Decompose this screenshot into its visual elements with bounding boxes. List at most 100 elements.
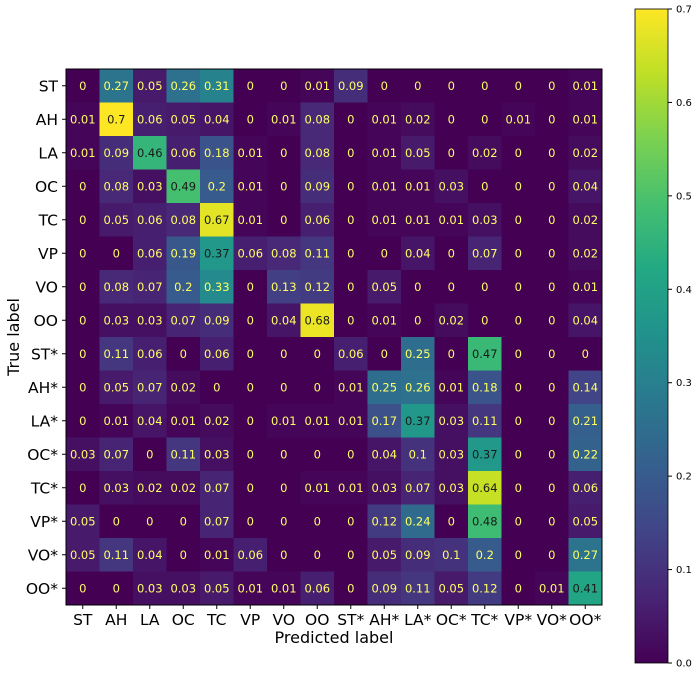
heatmap-cell bbox=[200, 471, 234, 505]
cell-value-label: 0.09 bbox=[103, 146, 129, 160]
heatmap-cell bbox=[99, 169, 134, 204]
heatmap-cell bbox=[133, 538, 167, 572]
heatmap-cell bbox=[99, 69, 134, 103]
cell-value-label: 0.33 bbox=[204, 280, 230, 294]
x-tick-label: ST bbox=[73, 611, 93, 629]
cell-value-label: 0.03 bbox=[103, 481, 129, 495]
heatmap-cell bbox=[468, 169, 502, 204]
cell-value-label: 0.01 bbox=[237, 179, 263, 193]
heatmap-cell bbox=[300, 337, 335, 371]
cell-value-label: 0.01 bbox=[304, 481, 330, 495]
cell-value-label: 0.05 bbox=[371, 548, 397, 562]
cell-value-label: 0 bbox=[347, 213, 354, 227]
heatmap-cell bbox=[66, 136, 100, 170]
heatmap-cell bbox=[468, 136, 502, 170]
heatmap-cell bbox=[367, 504, 402, 539]
heatmap-cell bbox=[468, 337, 502, 371]
cell-value-label: 0 bbox=[247, 313, 254, 327]
heatmap-cell bbox=[133, 270, 167, 304]
x-tick-label: VP* bbox=[504, 611, 532, 629]
cell-value-label: 0.7 bbox=[107, 112, 125, 126]
heatmap-cell bbox=[434, 504, 469, 539]
x-tick-label: LA* bbox=[404, 611, 432, 629]
heatmap-cell bbox=[367, 303, 402, 338]
heatmap-cell bbox=[233, 370, 268, 405]
heatmap-cell bbox=[233, 102, 268, 137]
heatmap-cell bbox=[300, 136, 335, 170]
cell-value-label: 0.03 bbox=[371, 481, 397, 495]
heatmap-cell bbox=[468, 102, 502, 137]
cell-value-label: 0.01 bbox=[304, 414, 330, 428]
heatmap-cell bbox=[267, 437, 301, 472]
cell-value-label: 0.06 bbox=[170, 146, 196, 160]
heatmap-cell bbox=[300, 203, 335, 237]
heatmap-cell bbox=[535, 437, 569, 472]
heatmap-cell bbox=[200, 337, 234, 371]
cell-value-label: 0.08 bbox=[304, 146, 330, 160]
heatmap-cell bbox=[166, 571, 201, 606]
cell-value-label: 0.22 bbox=[572, 447, 598, 461]
cell-value-label: 0.01 bbox=[572, 280, 598, 294]
heatmap-cell bbox=[267, 303, 301, 338]
heatmap-cell bbox=[166, 471, 201, 505]
heatmap-cell bbox=[568, 169, 603, 204]
cell-value-label: 0.12 bbox=[371, 514, 397, 528]
cell-value-label: 0.01 bbox=[70, 146, 96, 160]
cell-value-label: 0.13 bbox=[271, 280, 297, 294]
cell-value-label: 0 bbox=[180, 514, 187, 528]
cell-value-label: 0 bbox=[481, 280, 488, 294]
heatmap-cell bbox=[501, 69, 536, 103]
cell-value-label: 0 bbox=[548, 313, 555, 327]
heatmap-cell bbox=[133, 303, 167, 338]
heatmap-cell bbox=[367, 236, 402, 271]
heatmap-cell bbox=[468, 538, 502, 572]
cell-value-label: 0.01 bbox=[371, 179, 397, 193]
cell-value-label: 0.07 bbox=[204, 514, 230, 528]
heatmap-cell bbox=[434, 437, 469, 472]
cell-value-label: 0.37 bbox=[472, 447, 498, 461]
heatmap-cell bbox=[267, 102, 301, 137]
heatmap-cell bbox=[166, 102, 201, 137]
cell-value-label: 0 bbox=[381, 79, 388, 93]
heatmap-cell bbox=[535, 169, 569, 204]
cell-value-label: 0 bbox=[280, 380, 287, 394]
cell-value-label: 0 bbox=[79, 481, 86, 495]
heatmap-cell bbox=[434, 136, 469, 170]
cell-value-label: 0.07 bbox=[170, 313, 196, 327]
heatmap-cell bbox=[300, 471, 335, 505]
heatmap-cell bbox=[501, 437, 536, 472]
cell-value-label: 0.05 bbox=[137, 79, 163, 93]
heatmap-cell bbox=[434, 102, 469, 137]
heatmap-cell bbox=[166, 504, 201, 539]
heatmap-cell bbox=[334, 370, 368, 405]
cell-value-label: 0.05 bbox=[371, 280, 397, 294]
heatmap-cell bbox=[200, 303, 234, 338]
cell-value-label: 0 bbox=[280, 146, 287, 160]
cell-value-label: 0 bbox=[79, 414, 86, 428]
cell-value-label: 0.01 bbox=[539, 581, 565, 595]
cell-value-label: 0 bbox=[548, 146, 555, 160]
heatmap-cell bbox=[367, 169, 402, 204]
cell-value-label: 0 bbox=[515, 380, 522, 394]
heatmap-cell bbox=[568, 203, 603, 237]
heatmap-cell bbox=[233, 203, 268, 237]
cell-value-label: 0 bbox=[247, 79, 254, 93]
heatmap-cell bbox=[334, 538, 368, 572]
heatmap-cell bbox=[66, 571, 100, 606]
cell-value-label: 0.09 bbox=[405, 548, 431, 562]
x-tick-label: LA bbox=[140, 611, 160, 629]
cell-value-label: 0.04 bbox=[405, 246, 431, 260]
heatmap-cell bbox=[99, 303, 134, 338]
cell-value-label: 0 bbox=[515, 313, 522, 327]
heatmap-cell bbox=[334, 102, 368, 137]
cell-value-label: 0.01 bbox=[271, 112, 297, 126]
heatmap-cell bbox=[468, 504, 502, 539]
cell-value-label: 0.06 bbox=[338, 347, 364, 361]
heatmap-cell bbox=[200, 370, 234, 405]
cell-value-label: 0 bbox=[247, 414, 254, 428]
heatmap-cell bbox=[501, 102, 536, 137]
heatmap-cell bbox=[334, 236, 368, 271]
cell-value-label: 0.2 bbox=[208, 179, 226, 193]
cell-value-label: 0 bbox=[280, 447, 287, 461]
heatmap-cell bbox=[66, 303, 100, 338]
